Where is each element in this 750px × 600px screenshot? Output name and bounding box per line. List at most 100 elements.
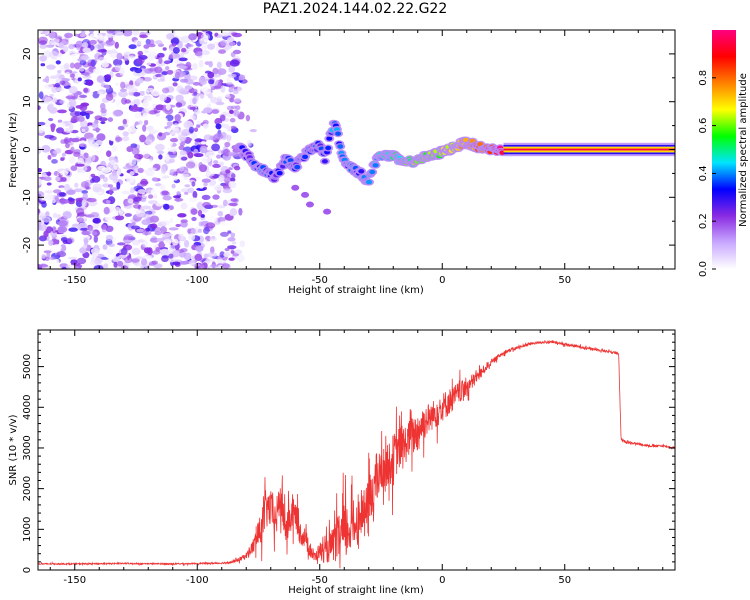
noise-blob (238, 207, 243, 216)
signal-core (366, 179, 372, 185)
noise-blob (59, 99, 66, 104)
noise-blob (75, 197, 84, 202)
noise-blob (52, 97, 58, 104)
noise-blob (175, 102, 183, 108)
noise-blob (192, 190, 198, 199)
noise-blob (130, 225, 141, 230)
noise-blob (217, 34, 223, 38)
noise-blob (207, 71, 215, 79)
noise-blob (237, 173, 247, 181)
noise-blob (85, 68, 94, 75)
noise-blob (210, 246, 215, 254)
noise-blob (111, 144, 118, 152)
noise-blob (131, 247, 141, 255)
snr-y-tick-label: 3000 (22, 435, 33, 460)
noise-blob (105, 84, 110, 90)
noise-blob (38, 105, 41, 110)
noise-blob (131, 221, 136, 226)
noise-blob (81, 199, 87, 207)
noise-blob (161, 190, 169, 196)
noise-blob (91, 123, 99, 128)
noise-blob (80, 181, 89, 188)
noise-blob (51, 244, 62, 252)
noise-blob (188, 197, 198, 203)
noise-blob (124, 234, 134, 239)
noise-blob (132, 92, 141, 97)
noise-blob (143, 44, 150, 49)
noise-blob (236, 41, 241, 47)
noise-blob (181, 128, 191, 136)
noise-blob (57, 109, 67, 114)
noise-blob (38, 178, 43, 186)
noise-blob (141, 192, 147, 199)
noise-blob (163, 233, 174, 237)
noise-blob (77, 217, 84, 224)
signal-band (503, 144, 675, 147)
noise-blob (212, 74, 222, 78)
noise-blob (57, 119, 63, 124)
noise-blob (79, 149, 85, 155)
noise-blob (81, 190, 88, 194)
noise-blob (222, 124, 230, 129)
noise-blob (42, 216, 51, 223)
noise-blob (130, 143, 138, 149)
noise-blob (174, 53, 181, 59)
noise-blob (184, 137, 193, 142)
noise-blob (105, 234, 114, 242)
signal-core (287, 158, 294, 163)
noise-blob (93, 68, 100, 74)
noise-blob (196, 124, 201, 128)
noise-blob (44, 134, 55, 139)
signal-fragment (301, 191, 310, 198)
colorbar-ticks: 0.0 0.2 0.4 0.6 0.8 (698, 70, 716, 277)
colorbar-tick-label: 0.8 (698, 70, 709, 86)
noise-blob (230, 177, 236, 182)
noise-blob (70, 146, 75, 153)
signal-core (335, 131, 342, 136)
noise-blob (227, 36, 235, 44)
noise-blob (237, 85, 243, 93)
noise-blob (193, 120, 202, 125)
noise-blob (232, 88, 239, 95)
noise-blob (201, 178, 211, 183)
noise-blob (88, 33, 99, 42)
noise-blob (75, 40, 84, 49)
noise-blob (162, 117, 168, 122)
noise-blob (68, 256, 77, 260)
noise-blob (83, 210, 89, 215)
noise-blob (56, 251, 67, 258)
noise-blob (43, 176, 52, 181)
noise-blob (183, 240, 190, 248)
noise-blob (58, 220, 68, 227)
noise-blob (45, 211, 50, 217)
noise-blob (69, 62, 75, 69)
noise-blob (136, 77, 144, 84)
noise-blob (58, 42, 64, 49)
noise-blob (145, 31, 151, 35)
snr-y-tick-label: 2000 (22, 476, 33, 501)
noise-blob (227, 151, 234, 156)
noise-blob (77, 77, 82, 82)
noise-blob (93, 217, 101, 224)
noise-blob (200, 141, 207, 145)
noise-blob (196, 187, 207, 191)
noise-blob (196, 201, 204, 210)
noise-blob (215, 123, 222, 130)
noise-blob (86, 80, 94, 86)
noise-blob (59, 192, 66, 197)
noise-blob (137, 167, 144, 174)
noise-blob (208, 180, 216, 187)
noise-blob (130, 100, 140, 107)
noise-blob (138, 55, 148, 60)
noise-blob (201, 157, 212, 164)
noise-blob (218, 96, 224, 100)
noise-blob (163, 238, 172, 246)
snr-x-label: Height of straight line (km) (288, 585, 424, 596)
noise-blob (139, 34, 148, 39)
noise-blob (180, 188, 190, 193)
noise-blob (151, 90, 161, 97)
noise-blob (88, 140, 96, 147)
noise-blob (225, 60, 232, 67)
noise-blob (75, 172, 86, 176)
